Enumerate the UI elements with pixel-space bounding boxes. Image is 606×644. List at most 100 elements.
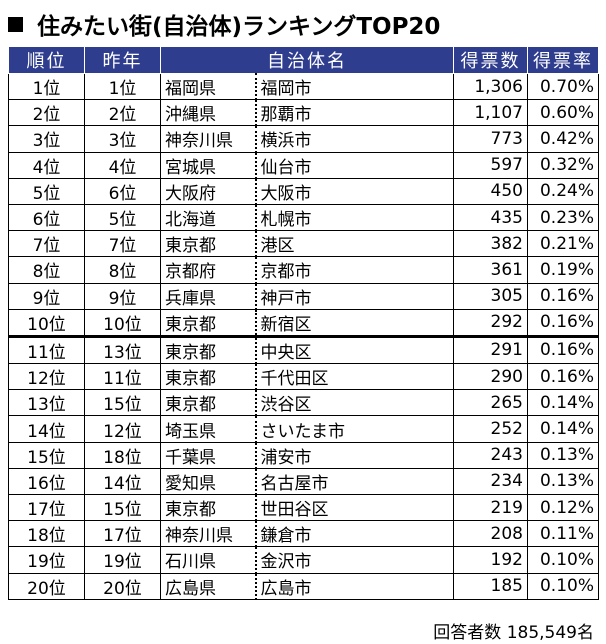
table-row: 18位 17位 神奈川県 鎌倉市 208 0.11% [8,520,599,548]
table-row: 5位 6位 大阪府 大阪市 450 0.24% [8,177,599,205]
cell-city: 千代田区 [255,363,454,391]
cell-city: 渋谷区 [255,389,454,417]
cell-votes: 1,306 [453,72,528,101]
cell-rank: 9位 [8,282,85,310]
cell-last-year: 11位 [84,363,161,391]
cell-prefecture: 福岡県 [160,72,257,101]
header-last-year: 昨年 [84,46,161,74]
cell-last-year: 18位 [84,441,161,469]
cell-last-year: 3位 [84,125,161,153]
cell-city: 金沢市 [255,546,454,574]
cell-votes: 234 [453,467,528,496]
cell-votes: 597 [453,151,528,179]
cell-last-year: 17位 [84,520,161,548]
table-row: 10位 10位 東京都 新宿区 292 0.16% [8,308,599,337]
cell-rate: 0.24% [527,177,599,205]
cell-last-year: 15位 [84,493,161,522]
cell-city: さいたま市 [255,415,454,443]
cell-last-year: 2位 [84,99,161,127]
table-row: 17位 15位 東京都 世田谷区 219 0.12% [8,493,599,522]
cell-prefecture: 大阪府 [160,177,257,205]
table-row: 6位 5位 北海道 札幌市 435 0.23% [8,203,599,232]
cell-rank: 19位 [8,546,85,574]
cell-votes: 185 [453,572,528,600]
cell-rate: 0.13% [527,467,599,496]
cell-last-year: 20位 [84,572,161,600]
respondent-count: 回答者数 185,549名 [433,623,594,643]
cell-last-year: 12位 [84,415,161,443]
cell-rate: 0.10% [527,546,599,574]
cell-votes: 435 [453,203,528,232]
cell-prefecture: 愛知県 [160,467,257,496]
cell-rank: 11位 [8,334,85,365]
cell-prefecture: 石川県 [160,546,257,574]
cell-rank: 6位 [8,203,85,232]
cell-city: 仙台市 [255,151,454,179]
cell-prefecture: 広島県 [160,572,257,600]
cell-rank: 8位 [8,256,85,284]
cell-city: 大阪市 [255,177,454,205]
cell-city: 名古屋市 [255,467,454,496]
cell-rate: 0.16% [527,308,599,337]
cell-prefecture: 兵庫県 [160,282,257,310]
header-votes: 得票数 [453,46,528,74]
table-row: 14位 12位 埼玉県 さいたま市 252 0.14% [8,415,599,443]
cell-votes: 291 [453,334,528,365]
table-row: 20位 20位 広島県 広島市 185 0.10% [8,572,599,600]
cell-prefecture: 埼玉県 [160,415,257,443]
header-row: 順位 昨年 自治体名 得票数 得票率 [8,46,599,74]
table-row: 11位 13位 東京都 中央区 291 0.16% [8,334,599,365]
cell-prefecture: 北海道 [160,203,257,232]
table-row: 4位 4位 宮城県 仙台市 597 0.32% [8,151,599,179]
cell-rate: 0.13% [527,441,599,469]
cell-rank: 4位 [8,151,85,179]
cell-votes: 219 [453,493,528,522]
ranking-table: 順位 昨年 自治体名 得票数 得票率 1位 1位 福岡県 福岡市 1,306 0.70% 2… [8,46,599,600]
table-row: 3位 3位 神奈川県 横浜市 773 0.42% [8,125,599,153]
cell-rate: 0.16% [527,282,599,310]
table-row: 19位 19位 石川県 金沢市 192 0.10% [8,546,599,574]
cell-votes: 1,107 [453,99,528,127]
header-rank: 順位 [8,46,85,74]
cell-votes: 773 [453,125,528,153]
header-municipality: 自治体名 [160,46,454,74]
cell-last-year: 19位 [84,546,161,574]
cell-rate: 0.70% [527,72,599,101]
cell-prefecture: 神奈川県 [160,125,257,153]
table-row: 1位 1位 福岡県 福岡市 1,306 0.70% [8,72,599,101]
cell-rank: 16位 [8,467,85,496]
title-text: 住みたい街(自治体)ランキングTOP20 [37,14,441,40]
cell-votes: 192 [453,546,528,574]
cell-rate: 0.12% [527,493,599,522]
cell-last-year: 1位 [84,72,161,101]
cell-prefecture: 東京都 [160,493,257,522]
cell-votes: 382 [453,230,528,258]
cell-last-year: 8位 [84,256,161,284]
cell-rate: 0.32% [527,151,599,179]
cell-prefecture: 東京都 [160,230,257,258]
cell-rank: 2位 [8,99,85,127]
cell-votes: 292 [453,308,528,337]
table-row: 15位 18位 千葉県 浦安市 243 0.13% [8,441,599,469]
cell-city: 那覇市 [255,99,454,127]
cell-votes: 305 [453,282,528,310]
cell-rate: 0.21% [527,230,599,258]
ranking-rows: 1位 1位 福岡県 福岡市 1,306 0.70% 2位 2位 沖縄県 那覇市 1,107 0.60%… [8,72,599,600]
cell-votes: 208 [453,520,528,548]
cell-city: 広島市 [255,572,454,600]
cell-rank: 14位 [8,415,85,443]
cell-rate: 0.16% [527,363,599,391]
cell-rank: 12位 [8,363,85,391]
cell-rank: 10位 [8,308,85,337]
table-row: 16位 14位 愛知県 名古屋市 234 0.13% [8,467,599,496]
cell-rate: 0.11% [527,520,599,548]
cell-city: 世田谷区 [255,493,454,522]
header-rate: 得票率 [527,46,599,74]
cell-last-year: 4位 [84,151,161,179]
cell-city: 札幌市 [255,203,454,232]
cell-votes: 450 [453,177,528,205]
cell-last-year: 15位 [84,389,161,417]
cell-rank: 1位 [8,72,85,101]
cell-rank: 7位 [8,230,85,258]
cell-city: 浦安市 [255,441,454,469]
